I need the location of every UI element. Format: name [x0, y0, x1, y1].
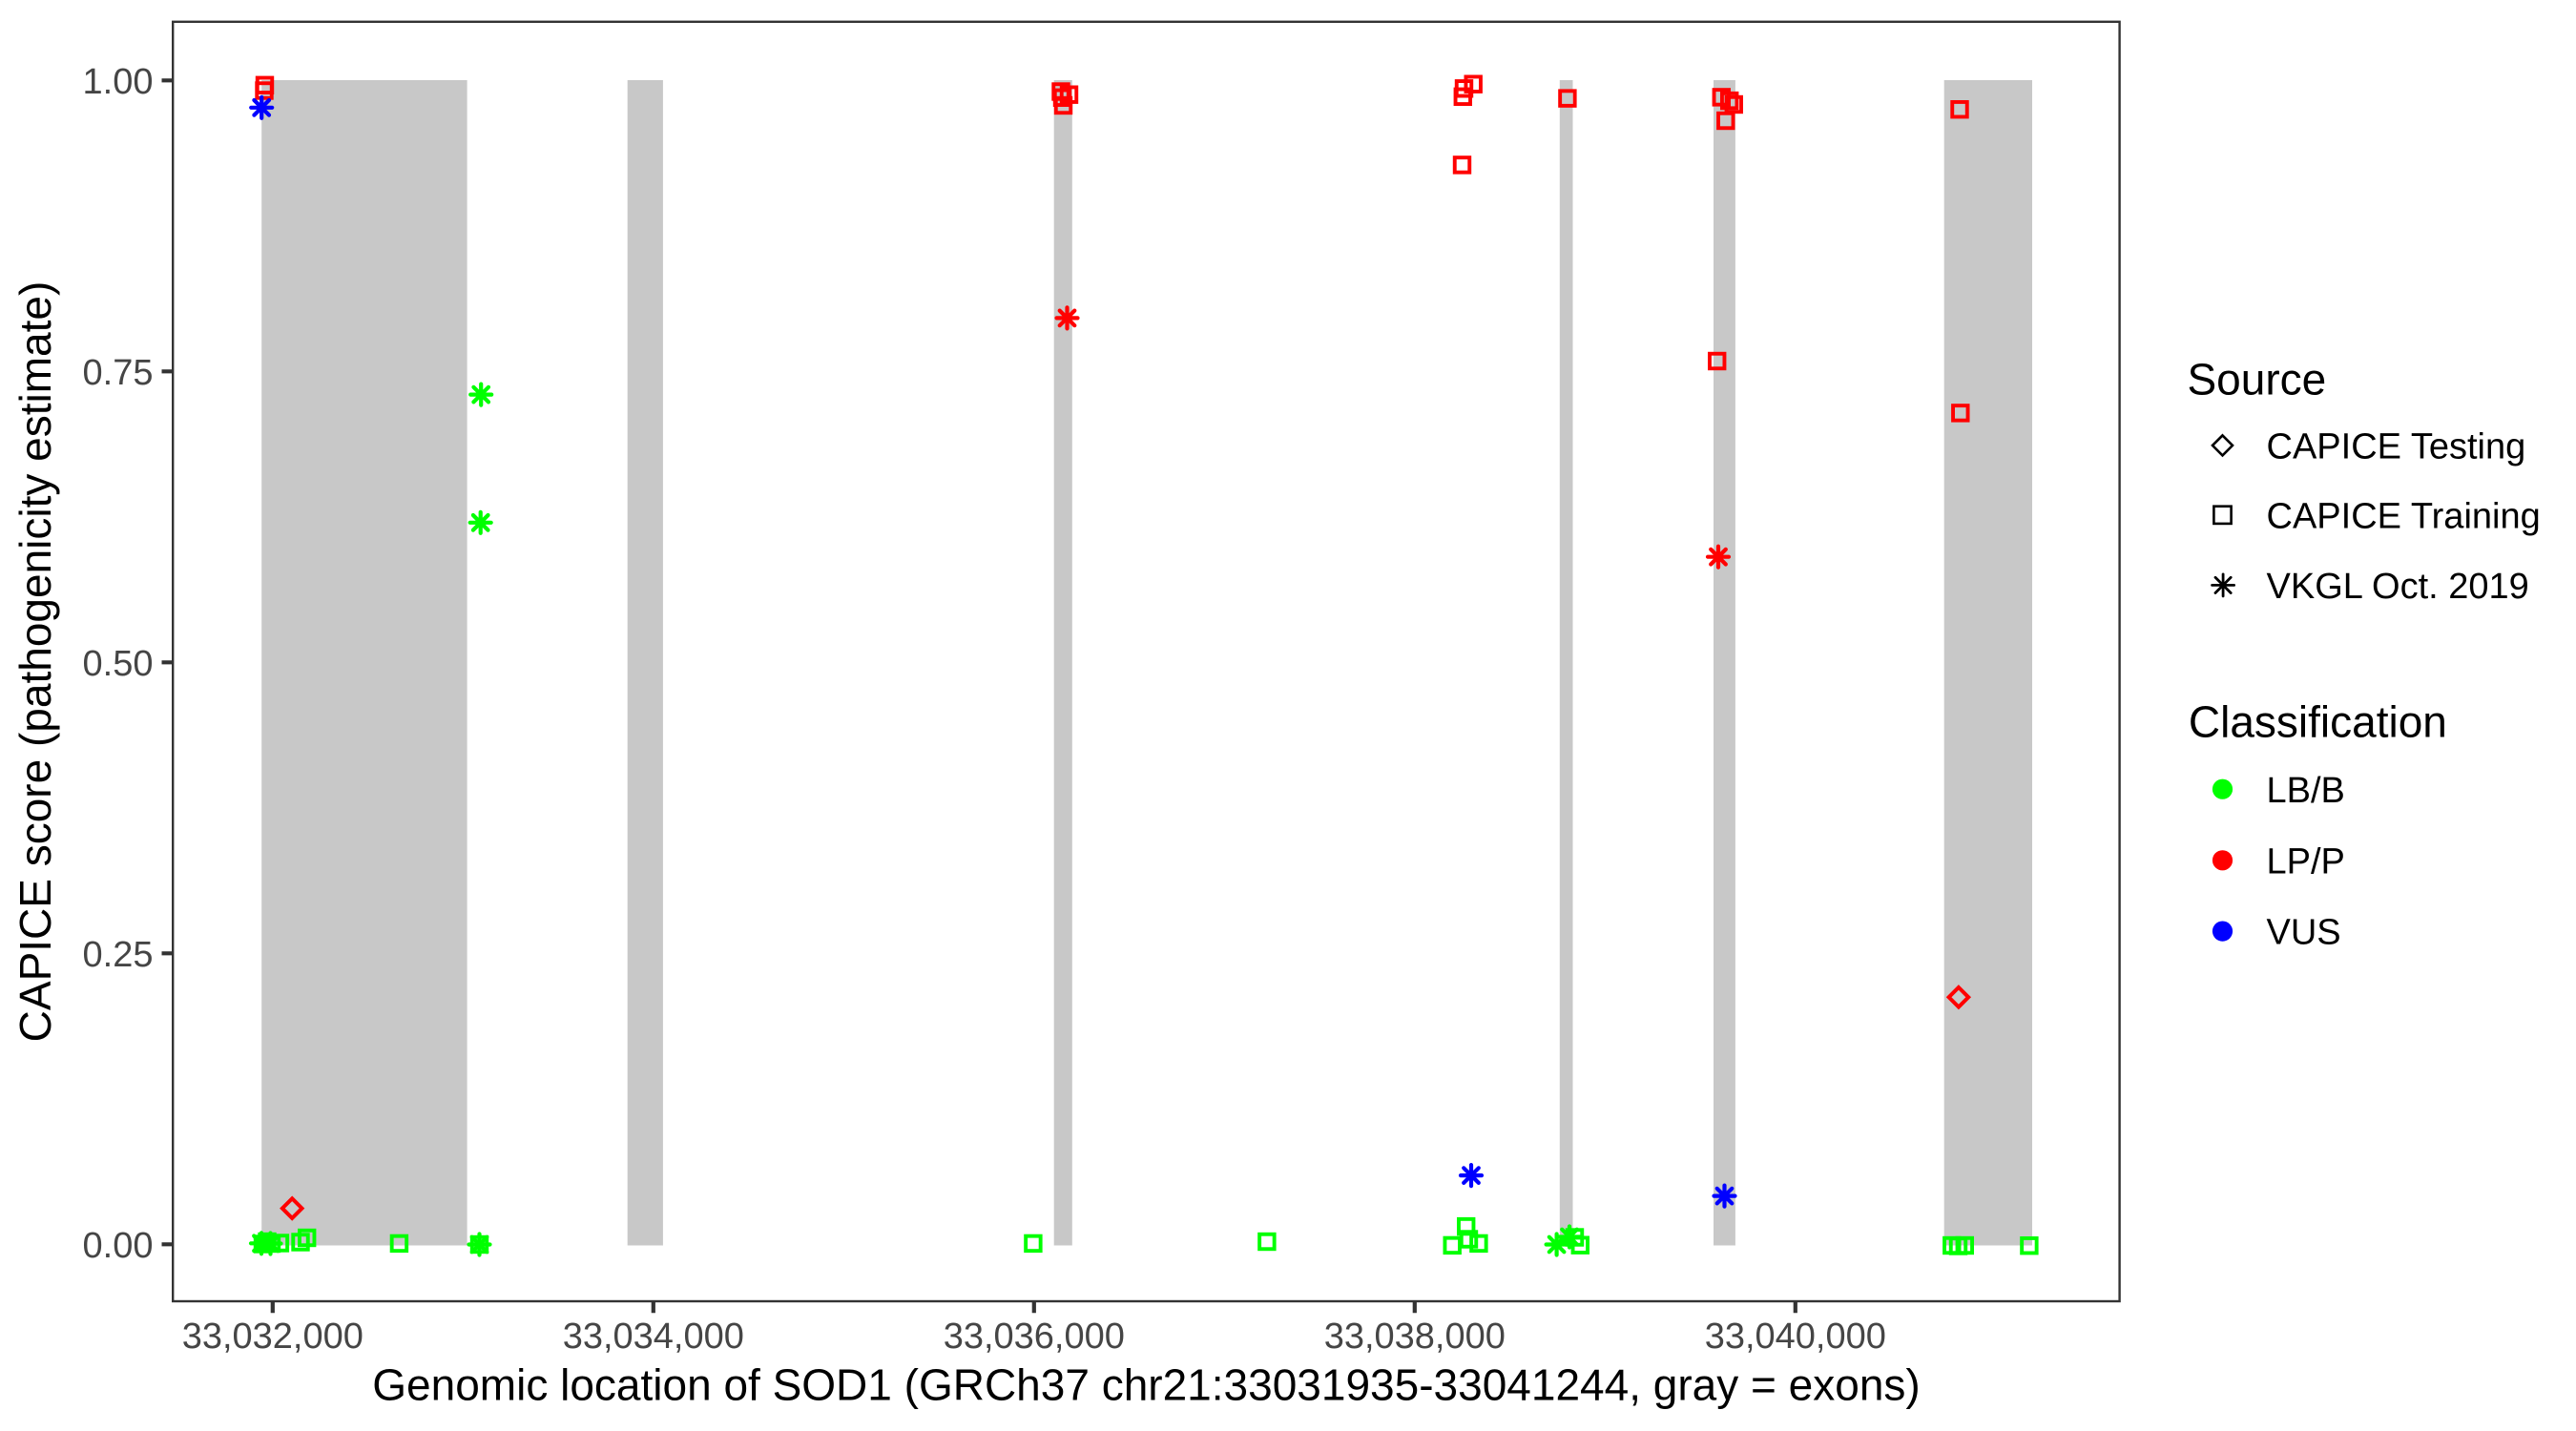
- svg-text:33,032,000: 33,032,000: [182, 1317, 364, 1357]
- svg-text:0.50: 0.50: [83, 644, 154, 684]
- svg-text:VKGL Oct. 2019: VKGL Oct. 2019: [2267, 567, 2529, 607]
- svg-text:LB/B: LB/B: [2267, 771, 2345, 811]
- svg-text:Source: Source: [2188, 355, 2327, 404]
- svg-text:CAPICE Testing: CAPICE Testing: [2267, 427, 2526, 467]
- svg-text:0.25: 0.25: [83, 935, 154, 975]
- svg-text:33,036,000: 33,036,000: [944, 1317, 1125, 1357]
- svg-text:0.75: 0.75: [83, 353, 154, 393]
- svg-text:33,040,000: 33,040,000: [1705, 1317, 1886, 1357]
- svg-text:CAPICE score (pathogenicity es: CAPICE score (pathogenicity estimate): [10, 281, 60, 1043]
- svg-text:Classification: Classification: [2189, 697, 2447, 747]
- svg-text:1.00: 1.00: [83, 62, 154, 102]
- svg-text:33,038,000: 33,038,000: [1324, 1317, 1506, 1357]
- svg-text:VUS: VUS: [2267, 913, 2341, 953]
- svg-text:33,034,000: 33,034,000: [563, 1317, 744, 1357]
- svg-text:0.00: 0.00: [83, 1226, 154, 1266]
- svg-text:CAPICE Training: CAPICE Training: [2267, 496, 2541, 536]
- svg-text:LP/P: LP/P: [2267, 841, 2345, 881]
- svg-text:Genomic location of SOD1 (GRCh: Genomic location of SOD1 (GRCh37 chr21:3…: [372, 1360, 1920, 1410]
